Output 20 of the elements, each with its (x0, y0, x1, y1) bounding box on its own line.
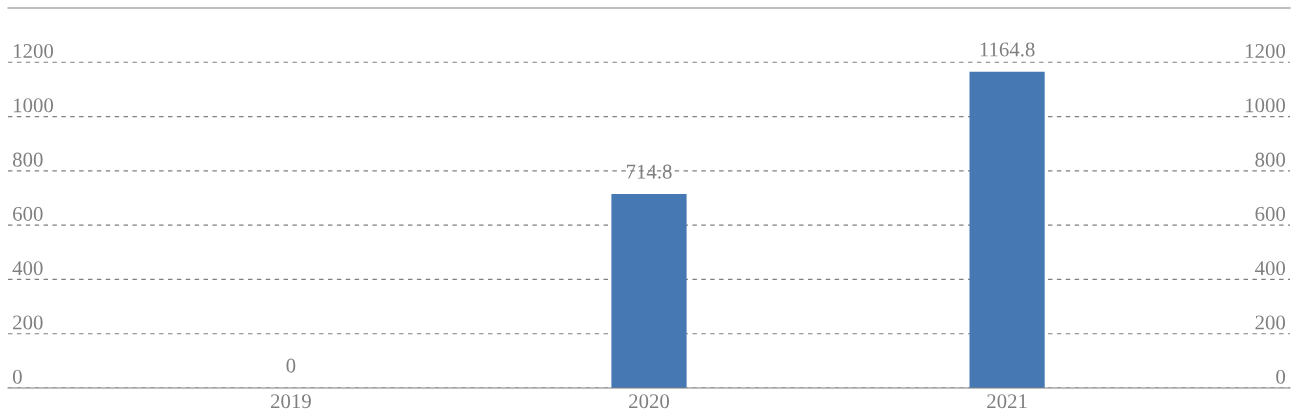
y2-tick-label: 1000 (1246, 98, 1286, 113)
data-label: 1164.8 (980, 42, 1035, 57)
y2-tick-label: 600 (1255, 206, 1286, 221)
x-tick-label: 2020 (629, 394, 670, 409)
y2-tick-label: 200 (1255, 315, 1286, 330)
x-tick-label: 2021 (987, 394, 1027, 409)
x-tick-label: 2019 (270, 394, 311, 409)
y-tick-label: 1000 (14, 98, 54, 113)
y2-tick-label: 1200 (1246, 43, 1286, 59)
y-tick-label: 0 (12, 369, 22, 384)
y2-tick-label: 0 (1276, 369, 1286, 384)
data-label: 714.8 (626, 164, 672, 179)
y2-tick-label: 800 (1255, 152, 1286, 167)
y-tick-label: 800 (12, 152, 43, 167)
y-tick-label: 1200 (14, 43, 54, 59)
y-tick-label: 400 (12, 261, 43, 276)
y-tick-label: 600 (13, 206, 43, 221)
data-label: 0 (286, 358, 296, 373)
y2-tick-label: 400 (1254, 261, 1286, 276)
y-tick-label: 200 (13, 315, 43, 330)
